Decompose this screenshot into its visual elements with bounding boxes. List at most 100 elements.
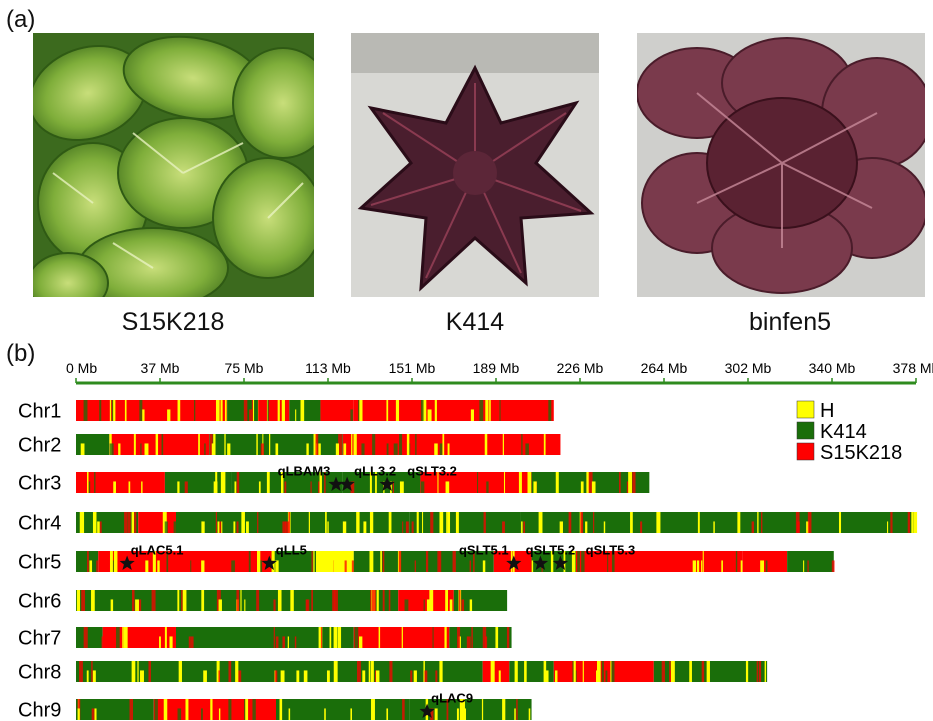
marker-stripe	[413, 670, 417, 682]
marker-stripe	[603, 521, 606, 533]
marker-stripe	[402, 699, 405, 720]
marker-stripe	[326, 670, 330, 682]
marker-stripe	[543, 434, 546, 455]
marker-stripe	[87, 551, 89, 572]
axis-tick-label: 75 Mb	[225, 360, 264, 376]
marker-stripe	[555, 472, 559, 493]
marker-stripe	[486, 481, 489, 493]
marker-stripe	[295, 409, 297, 421]
marker-stripe	[258, 560, 263, 572]
marker-stripe	[305, 599, 308, 611]
marker-stripe	[135, 599, 139, 611]
genotype-block	[76, 512, 139, 533]
marker-stripe	[319, 472, 322, 493]
genotype-block	[342, 434, 376, 455]
marker-stripe	[220, 400, 223, 421]
marker-stripe	[890, 512, 893, 533]
marker-stripe	[217, 521, 220, 533]
marker-stripe	[124, 512, 128, 533]
marker-stripe	[112, 400, 116, 421]
genotype-block	[76, 400, 228, 421]
marker-stripe	[266, 472, 270, 493]
marker-stripe	[568, 512, 572, 533]
marker-stripe	[267, 400, 269, 421]
marker-stripe	[807, 560, 809, 572]
chromosome-label: Chr2	[18, 435, 61, 457]
marker-stripe	[446, 699, 449, 720]
marker-stripe	[76, 590, 81, 611]
chromosome-chr2: Chr2	[18, 434, 561, 457]
marker-stripe	[318, 627, 323, 648]
chromosome-label: Chr1	[18, 401, 61, 423]
genotype-block	[353, 551, 494, 572]
marker-stripe	[426, 599, 431, 611]
axis-tick-label: 0 Mb	[66, 360, 97, 376]
qtl-qlbam3: qLBAM3	[278, 464, 344, 491]
marker-stripe	[257, 551, 261, 572]
marker-stripe	[525, 443, 529, 455]
marker-stripe	[236, 521, 239, 533]
marker-stripe	[325, 512, 327, 533]
qtl-star-icon	[261, 555, 277, 570]
marker-stripe	[697, 512, 700, 533]
marker-stripe	[398, 551, 402, 572]
marker-stripe	[490, 661, 494, 682]
marker-stripe	[363, 521, 367, 533]
marker-stripe	[479, 400, 484, 421]
marker-stripe	[506, 627, 510, 648]
marker-stripe	[252, 400, 255, 421]
marker-stripe	[273, 627, 275, 648]
marker-stripe	[337, 627, 342, 648]
marker-stripe	[514, 708, 516, 720]
genotype-block	[102, 627, 176, 648]
marker-stripe	[275, 443, 278, 455]
legend-swatch	[796, 400, 815, 419]
chromosome-chr8: Chr8	[18, 661, 768, 684]
marker-stripe	[656, 512, 660, 533]
chromosome-chr1: Chr1	[18, 400, 554, 423]
marker-stripe	[236, 472, 240, 493]
legend-swatch	[796, 442, 815, 461]
marker-stripe	[457, 627, 461, 648]
marker-stripe	[148, 661, 151, 682]
marker-stripe	[470, 409, 474, 421]
marker-stripe	[397, 551, 400, 572]
marker-stripe	[224, 434, 226, 455]
marker-stripe	[177, 590, 180, 611]
marker-stripe	[745, 661, 749, 682]
marker-stripe	[425, 551, 429, 572]
marker-stripe	[442, 434, 445, 455]
legend-label: H	[820, 400, 834, 422]
marker-stripe	[324, 472, 326, 493]
marker-stripe	[521, 434, 523, 455]
marker-stripe	[94, 472, 96, 493]
marker-stripe	[177, 481, 180, 493]
marker-stripe	[887, 521, 889, 533]
marker-stripe	[245, 699, 249, 720]
position-axis: 0 Mb 37 Mb 75 Mb 113 Mb 151 Mb 189 Mb 226 Mb 26…	[66, 360, 933, 385]
marker-stripe	[287, 636, 289, 648]
marker-stripe	[333, 627, 338, 648]
qtl-qslt5-1: qSLT5.1	[459, 543, 522, 570]
marker-stripe	[388, 512, 392, 533]
marker-stripe	[911, 512, 914, 533]
marker-stripe	[240, 590, 242, 611]
marker-stripe	[329, 627, 332, 648]
marker-stripe	[382, 590, 385, 611]
marker-stripe	[455, 512, 459, 533]
qtl-star-icon	[419, 703, 435, 718]
marker-stripe	[111, 400, 114, 421]
marker-stripe	[375, 670, 380, 682]
marker-stripe	[201, 560, 205, 572]
marker-stripe	[324, 708, 326, 720]
photo-k414	[351, 33, 599, 297]
genotype-block	[398, 590, 454, 611]
marker-stripe	[831, 560, 835, 572]
genotype-block	[98, 551, 272, 572]
genotype-block	[482, 661, 510, 682]
marker-stripe	[333, 560, 336, 572]
photo-label-k414: K414	[445, 308, 505, 336]
marker-stripe	[388, 590, 391, 611]
marker-stripe	[177, 400, 181, 421]
marker-stripe	[210, 699, 213, 720]
